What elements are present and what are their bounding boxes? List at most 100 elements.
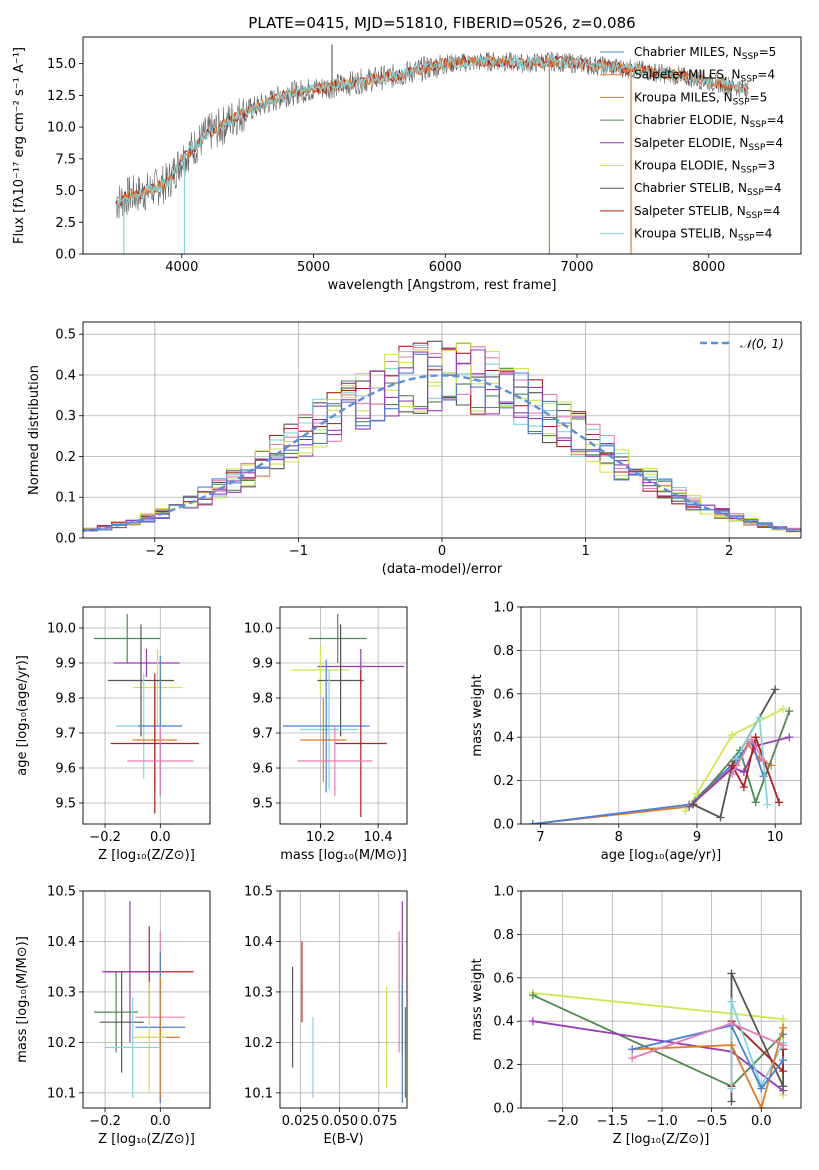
y-tick-label: 9.8: [252, 692, 273, 707]
weight-marker-chabrier_stelib: [727, 969, 736, 978]
y-tick-label: 10.1: [47, 1086, 76, 1101]
legend-label-kroupa_miles: Kroupa MILES, NSSP=5: [634, 90, 767, 107]
weight-marker-pink: [727, 1019, 736, 1028]
y-tick-label: 5.0: [55, 184, 76, 199]
y-tick-label: 1.0: [493, 885, 514, 900]
y-tick-label: 0.4: [493, 1015, 514, 1030]
y-tick-label: 7.5: [55, 152, 76, 167]
panel-age_vs_mass: 10.2 10.4 9.5 9.6 9.7 9.8 9.9 10.0 mass [log₁₀(M…: [244, 606, 408, 863]
x-axis-label: age [log₁₀(age/yr)]: [601, 848, 722, 863]
x-axis-label: Z [log₁₀(Z/Z⊙)]: [613, 1132, 710, 1147]
y-tick-label: 10.5: [47, 885, 76, 900]
histogram-chabrier_miles: [83, 353, 801, 532]
y-tick-label: 9.8: [55, 692, 76, 707]
x-tick-label: 2: [725, 544, 733, 559]
x-tick-label: 0.0: [150, 1114, 171, 1129]
plot-area-mass_vs_ebv: [291, 901, 407, 1103]
y-tick-label: 0.0: [55, 248, 76, 263]
x-axis-label: E(B-V): [323, 1132, 363, 1147]
y-tick-label: 0.3: [55, 409, 76, 424]
y-tick-label: 0.8: [493, 644, 514, 659]
weight-marker-chabrier_miles: [528, 820, 537, 824]
weight-marker-chabrier_elodie: [751, 798, 760, 807]
x-tick-label: 8000: [692, 260, 725, 275]
axes-frame: [279, 890, 408, 1109]
weight-marker-kroupa_elodie: [681, 806, 690, 815]
legend-label-salpeter_elodie: Salpeter ELODIE, NSSP=4: [634, 136, 783, 153]
weight-marker-pink: [779, 1041, 788, 1050]
weight-marker-kroupa_stelib: [763, 800, 772, 809]
y-tick-label: 0.6: [493, 687, 514, 702]
y-tick-label: 9.6: [252, 762, 273, 777]
weight-marker-salpeter_stelib: [779, 1067, 788, 1076]
y-tick-label: 0.5: [55, 328, 76, 343]
panel-age_vs_Z: −0.2 0.0 9.5 9.6 9.7 9.8 9.9 10.0 Z [log₁₀(Z/Z⊙)…: [15, 606, 211, 863]
y-tick-label: 0.0: [493, 1102, 514, 1117]
weight-marker-salpeter_stelib: [728, 761, 737, 770]
x-tick-label: −0.2: [89, 830, 121, 845]
spectrum-legend: Chabrier MILES, NSSP=5 Salpeter MILES, NS…: [600, 45, 784, 244]
plot-area-weight_vs_age: [528, 685, 794, 824]
weight-marker-kroupa_stelib: [732, 754, 741, 763]
y-tick-label: 12.5: [47, 89, 76, 104]
x-tick-label: 4000: [165, 260, 198, 275]
weight-marker-salpeter_miles: [727, 1041, 736, 1050]
normal-curve: [83, 374, 801, 533]
y-axis-label: age [log₁₀(age/yr)]: [15, 655, 30, 776]
y-axis-label: mass weight: [470, 674, 485, 756]
axes-frame: [82, 606, 211, 825]
x-tick-label: −0.2: [89, 1114, 121, 1129]
y-tick-label: 10.4: [244, 935, 273, 950]
weight-marker-pink: [628, 1054, 637, 1063]
x-axis-label: mass [log₁₀(M/M⊙)]: [280, 848, 407, 863]
y-tick-label: 1.0: [493, 601, 514, 616]
y-tick-label: 10.5: [244, 885, 273, 900]
panel-residuals: −2 −1 0 1 2 0.0 0.1 0.2 0.3 0.4 0.5 (data-model)/er…: [27, 321, 802, 577]
weight-marker-salpeter_miles: [757, 1104, 766, 1108]
weight-marker-kroupa_elodie: [779, 1015, 788, 1024]
weight-line-salpeter_elodie: [688, 736, 790, 808]
legend-label-kroupa_stelib: Kroupa STELIB, NSSP=4: [634, 227, 772, 244]
x-tick-label: −0.5: [696, 1114, 728, 1129]
axes-frame: [82, 321, 802, 539]
x-tick-label: 10.4: [364, 830, 393, 845]
panel-spectrum: 4000 5000 6000 7000 8000 0.0 2.5 5.0 7.5 10.0 12.5…: [12, 36, 802, 293]
axes-frame: [82, 890, 211, 1109]
x-tick-label: 5000: [297, 260, 330, 275]
y-tick-label: 0.2: [493, 774, 514, 789]
weight-marker-chabrier_stelib: [771, 685, 780, 694]
weight-marker-pink: [759, 757, 768, 766]
axes-frame: [82, 36, 802, 255]
y-tick-label: 9.7: [252, 727, 273, 742]
legend-label-salpeter_miles: Salpeter MILES, NSSP=4: [634, 68, 775, 85]
y-tick-label: 10.2: [47, 1036, 76, 1051]
y-tick-label: 9.5: [55, 797, 76, 812]
weight-marker-kroupa_stelib: [727, 1084, 736, 1093]
y-axis-label: mass [log₁₀(M/M⊙)]: [15, 936, 30, 1063]
y-tick-label: 9.6: [55, 762, 76, 777]
weight-marker-salpeter_miles: [779, 1023, 788, 1032]
legend-label-normal: 𝒩(0, 1): [740, 337, 784, 351]
x-tick-label: 0.0: [751, 1114, 772, 1129]
plot-area-weight_vs_Z: [528, 969, 788, 1108]
weight-marker-pink: [728, 770, 737, 779]
weight-marker-kroupa_elodie: [692, 789, 701, 798]
plot-area-mass_vs_Z: [94, 901, 194, 1103]
axes-frame: [520, 890, 802, 1109]
weight-line-chabrier_miles: [631, 1024, 784, 1091]
x-tick-label: 0.0: [150, 830, 171, 845]
y-tick-label: 10.3: [244, 985, 273, 1000]
y-tick-label: 0.8: [493, 928, 514, 943]
x-tick-label: 10: [767, 830, 784, 845]
y-tick-label: 15.0: [47, 57, 76, 72]
weight-marker-kroupa_elodie: [728, 731, 737, 740]
x-axis-label: (data-model)/error: [382, 562, 503, 577]
x-axis-label: Z [log₁₀(Z/Z⊙)]: [98, 1132, 195, 1147]
y-tick-label: 0.1: [55, 491, 76, 506]
plot-area-residuals: [83, 340, 801, 533]
y-axis-label: Flux [fλ10⁻¹⁷ erg cm⁻² s⁻¹ A⁻¹]: [12, 47, 27, 244]
weight-marker-chabrier_miles: [628, 1045, 637, 1054]
x-tick-label: −1.0: [646, 1114, 678, 1129]
weight-marker-pink: [747, 735, 756, 744]
plot-area-spectrum: [115, 44, 749, 254]
